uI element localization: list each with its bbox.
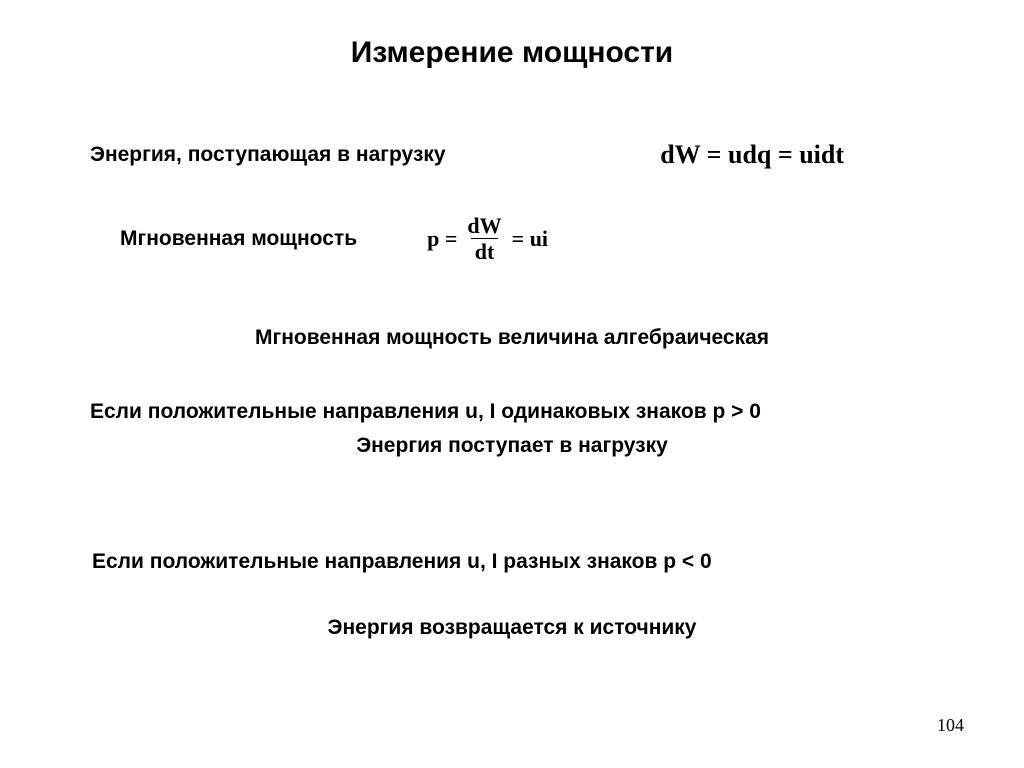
statement-algebraic: Мгновенная мощность величина алгебраичес… [0, 326, 1024, 350]
page-number: 104 [937, 715, 964, 736]
slide-title: Измерение мощности [0, 36, 1024, 70]
power-formula: p = dW dt = ui [427, 214, 548, 263]
energy-formula: dW = udq = uidt [660, 140, 844, 170]
fraction-numerator: dW [463, 214, 505, 238]
result-negative: Энергия возвращается к источнику [0, 616, 1024, 640]
energy-label: Энергия, поступающая в нагрузку [90, 143, 446, 167]
condition-positive: Если положительные направления u, I один… [90, 400, 761, 424]
fraction-denominator: dt [471, 238, 499, 263]
power-label: Мгновенная мощность [120, 227, 357, 251]
power-formula-right: = ui [512, 226, 548, 252]
result-positive: Энергия поступает в нагрузку [0, 434, 1024, 458]
power-formula-left: p = [427, 226, 457, 252]
power-row: Мгновенная мощность p = dW dt = ui [120, 214, 934, 263]
condition-negative: Если положительные направления u, I разн… [92, 550, 712, 574]
energy-row: Энергия, поступающая в нагрузку dW = udq… [90, 140, 934, 170]
power-formula-fraction: dW dt [463, 214, 505, 263]
slide: Измерение мощности Энергия, поступающая … [0, 0, 1024, 768]
